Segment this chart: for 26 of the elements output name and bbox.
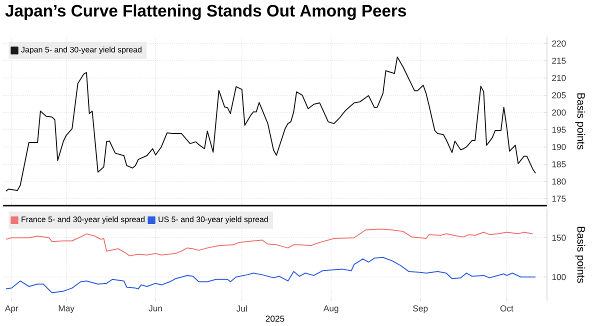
y-tick-label: 200: [552, 109, 566, 116]
y-tick-label: 195: [552, 126, 566, 133]
y-tick-label: 220: [552, 40, 566, 47]
y-tick-label: 215: [552, 58, 566, 64]
y-tick-label: 180: [552, 178, 566, 184]
y-axis-title: Basis points: [575, 93, 586, 150]
x-tick-label: Aug: [323, 305, 338, 313]
x-tick-label: May: [58, 305, 74, 313]
line-series: [5, 256, 536, 294]
y-tick-label: 100: [552, 274, 566, 280]
x-tick-label: Jun: [148, 305, 162, 312]
x-tick-label: Sep: [413, 305, 428, 314]
x-tick-label: Oct: [500, 305, 514, 312]
line-series: [5, 228, 534, 256]
y-tick-label: 175: [552, 196, 566, 202]
x-axis-title: 2025: [266, 316, 284, 322]
y-tick-label: 210: [552, 74, 566, 82]
y-tick-label: 150: [552, 234, 566, 241]
chart-title: Japan’s Curve Flattening Stands Out Among Peers: [5, 4, 406, 20]
y-axis-title: Basis points: [575, 226, 586, 283]
x-tick-label: Apr: [4, 305, 18, 313]
line-series: [5, 56, 536, 192]
y-tick-label: 185: [552, 161, 566, 168]
y-tick-label: 205: [552, 92, 566, 98]
y-tick-label: 190: [552, 144, 566, 150]
x-tick-label: Jul: [236, 305, 247, 312]
